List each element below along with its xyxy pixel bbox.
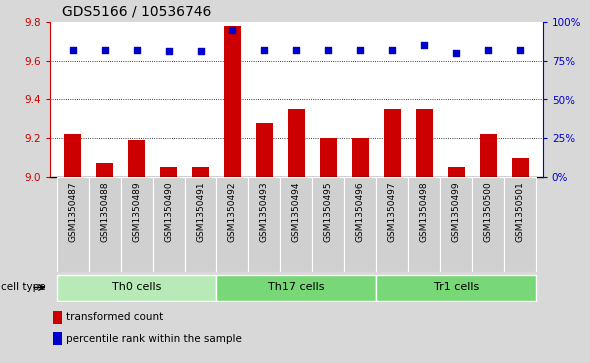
Bar	[345, 177, 376, 272]
Point	[324, 47, 333, 53]
Text: GSM1350494: GSM1350494	[292, 182, 301, 242]
Text: GSM1350491: GSM1350491	[196, 182, 205, 242]
Bar	[473, 177, 504, 272]
Bar	[160, 167, 178, 177]
Text: GSM1350490: GSM1350490	[164, 182, 173, 242]
Point	[292, 47, 301, 53]
Text: Th17 cells: Th17 cells	[268, 282, 324, 293]
Point	[516, 47, 525, 53]
Point	[100, 47, 109, 53]
Bar	[408, 177, 440, 272]
Point	[68, 47, 77, 53]
Point	[356, 47, 365, 53]
Bar	[185, 177, 217, 272]
Bar	[192, 167, 209, 177]
Bar	[352, 138, 369, 177]
Text: GDS5166 / 10536746: GDS5166 / 10536746	[62, 4, 211, 19]
Point	[388, 47, 397, 53]
Point	[164, 49, 173, 54]
Bar	[384, 109, 401, 177]
FancyBboxPatch shape	[57, 276, 217, 301]
Text: GSM1350488: GSM1350488	[100, 182, 109, 242]
Point	[132, 47, 141, 53]
Bar	[415, 109, 433, 177]
Text: GSM1350487: GSM1350487	[68, 182, 77, 242]
Text: GSM1350500: GSM1350500	[484, 182, 493, 242]
Bar	[53, 311, 63, 324]
Bar	[248, 177, 280, 272]
Bar	[320, 138, 337, 177]
Bar	[120, 177, 153, 272]
Text: cell type: cell type	[1, 282, 45, 293]
Bar	[440, 177, 473, 272]
Text: Tr1 cells: Tr1 cells	[434, 282, 479, 293]
Text: GSM1350489: GSM1350489	[132, 182, 141, 242]
Point	[196, 49, 205, 54]
Bar	[153, 177, 185, 272]
Text: transformed count: transformed count	[66, 313, 163, 322]
Bar	[53, 332, 63, 346]
Point	[452, 50, 461, 56]
FancyBboxPatch shape	[376, 276, 536, 301]
Text: GSM1350493: GSM1350493	[260, 182, 269, 242]
FancyBboxPatch shape	[217, 276, 376, 301]
Text: percentile rank within the sample: percentile rank within the sample	[66, 334, 242, 344]
Bar	[504, 177, 536, 272]
Bar	[217, 177, 248, 272]
Bar	[224, 26, 241, 177]
Bar	[376, 177, 408, 272]
Bar	[480, 134, 497, 177]
Bar	[280, 177, 313, 272]
Bar	[313, 177, 345, 272]
Text: GSM1350495: GSM1350495	[324, 182, 333, 242]
Text: GSM1350492: GSM1350492	[228, 182, 237, 242]
Text: GSM1350496: GSM1350496	[356, 182, 365, 242]
Point	[228, 27, 237, 33]
Point	[260, 47, 269, 53]
Point	[484, 47, 493, 53]
Bar	[288, 109, 305, 177]
Text: GSM1350501: GSM1350501	[516, 182, 525, 242]
Bar	[255, 123, 273, 177]
Bar	[64, 134, 81, 177]
Bar	[512, 158, 529, 177]
Bar	[96, 163, 113, 177]
Bar	[127, 140, 145, 177]
Bar	[57, 177, 88, 272]
Bar	[88, 177, 120, 272]
Text: GSM1350499: GSM1350499	[452, 182, 461, 242]
Text: GSM1350498: GSM1350498	[420, 182, 429, 242]
Text: GSM1350497: GSM1350497	[388, 182, 397, 242]
Bar	[448, 167, 466, 177]
Text: Th0 cells: Th0 cells	[112, 282, 161, 293]
Point	[419, 42, 429, 48]
